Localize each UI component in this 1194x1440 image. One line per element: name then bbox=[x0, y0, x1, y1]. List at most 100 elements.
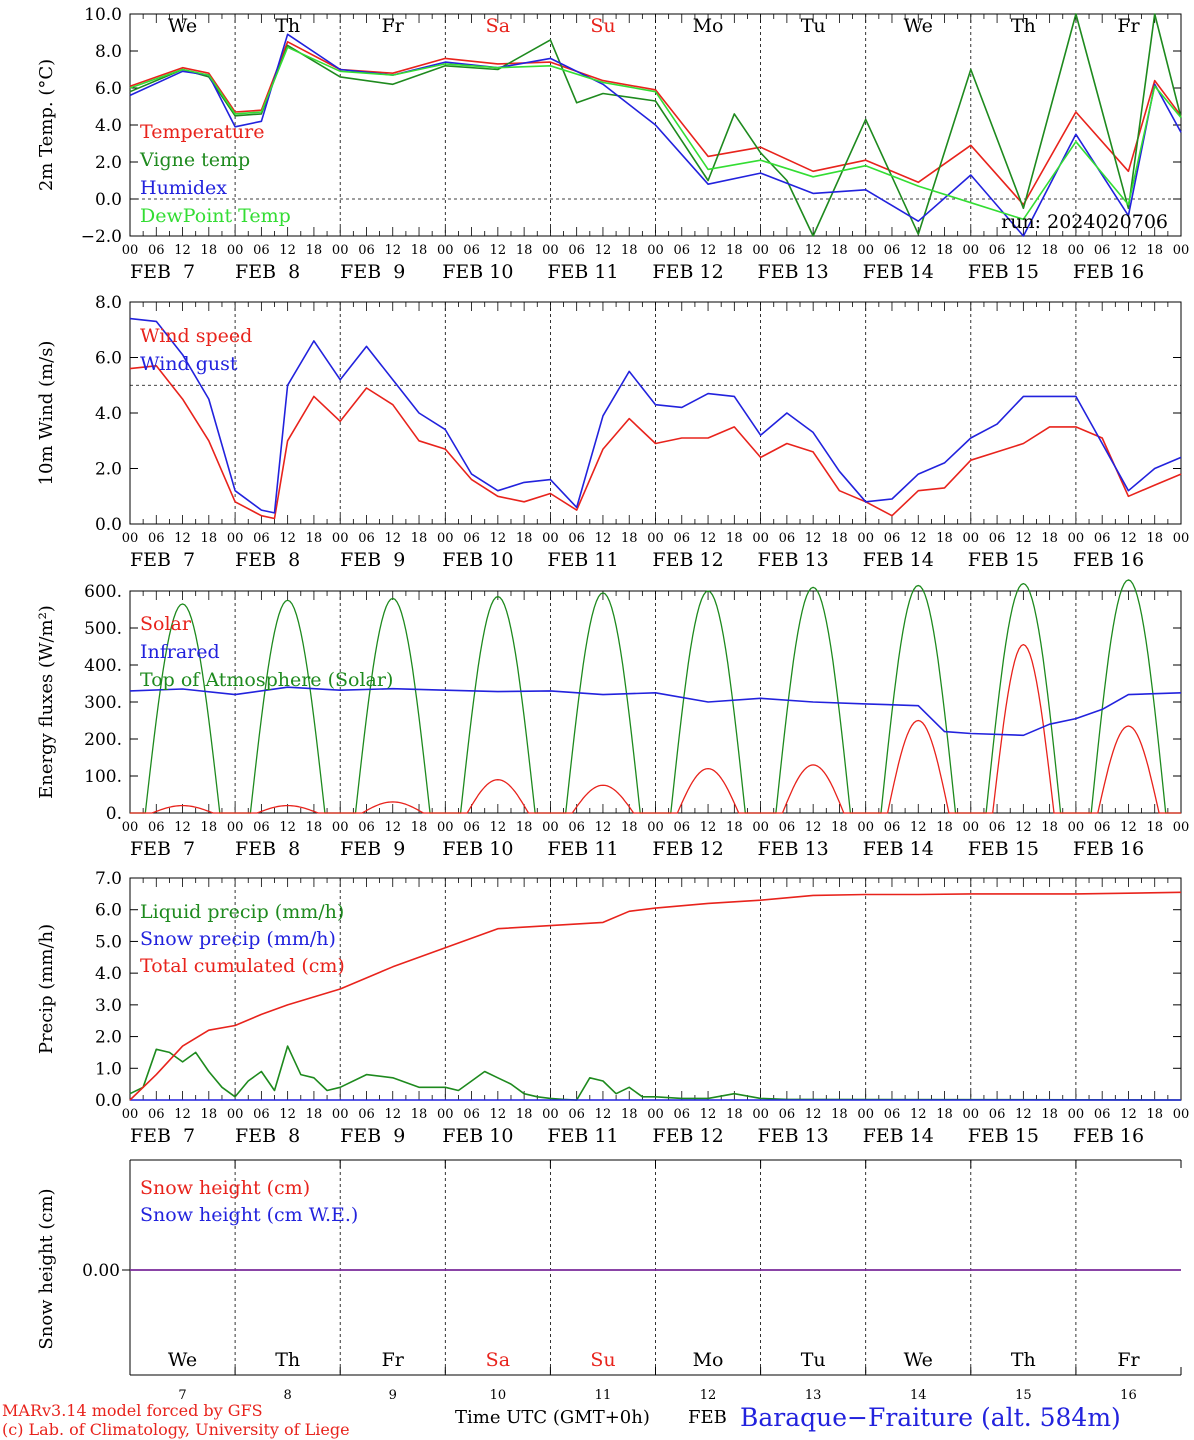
hour-tick-label: 06 bbox=[779, 1107, 796, 1122]
hour-tick-label: 06 bbox=[463, 531, 480, 546]
solar-line bbox=[130, 643, 1181, 814]
date-label: FEB 10 bbox=[442, 549, 513, 571]
y-tick-label: 8.0 bbox=[95, 293, 122, 313]
hour-tick-label: 06 bbox=[148, 820, 165, 835]
hour-tick-label: 00 bbox=[857, 243, 874, 258]
hour-tick-label: 00 bbox=[542, 243, 559, 258]
hour-tick-label: 18 bbox=[516, 531, 533, 546]
weekday-label: Fr bbox=[382, 15, 405, 37]
date-label: FEB 8 bbox=[235, 838, 300, 860]
date-label: FEB 12 bbox=[652, 261, 723, 283]
date-label: FEB 15 bbox=[968, 261, 1039, 283]
hour-tick-label: 18 bbox=[936, 243, 953, 258]
hour-tick-label: 18 bbox=[1146, 820, 1163, 835]
hour-tick-label: 12 bbox=[910, 1107, 927, 1122]
y-tick-label: 2.0 bbox=[95, 460, 122, 480]
y-tick-label: 2.0 bbox=[95, 153, 122, 173]
hour-tick-label: 06 bbox=[148, 1107, 165, 1122]
hour-tick-label: 00 bbox=[1068, 820, 1085, 835]
hour-tick-label: 06 bbox=[148, 243, 165, 258]
date-label: FEB 8 bbox=[235, 549, 300, 571]
y-axis-label: 10m Wind (m/s) bbox=[36, 341, 57, 486]
y-tick-label: 1.0 bbox=[95, 1059, 122, 1079]
date-label: FEB 13 bbox=[758, 838, 829, 860]
hour-tick-label: 00 bbox=[647, 820, 664, 835]
hour-tick-label: 06 bbox=[463, 243, 480, 258]
date-label: FEB 12 bbox=[652, 838, 723, 860]
hour-tick-label: 12 bbox=[910, 531, 927, 546]
date-label: FEB 14 bbox=[863, 261, 934, 283]
hour-tick-label: 06 bbox=[568, 243, 585, 258]
hour-tick-label: 06 bbox=[674, 531, 691, 546]
hour-tick-label: 18 bbox=[516, 243, 533, 258]
hour-tick-label: 06 bbox=[463, 1107, 480, 1122]
hour-tick-label: 00 bbox=[1173, 820, 1190, 835]
hour-tick-label: 06 bbox=[779, 531, 796, 546]
hour-tick-label: 06 bbox=[674, 820, 691, 835]
legend-entry: Humidex bbox=[140, 177, 227, 199]
wind-series-line bbox=[129, 365, 1182, 520]
temperature-series-line bbox=[129, 41, 1182, 206]
weekday-label: Sa bbox=[486, 15, 510, 37]
hour-tick-label: 18 bbox=[411, 1107, 428, 1122]
weekday-label: Fr bbox=[1117, 1349, 1140, 1371]
hour-tick-label: 18 bbox=[306, 1107, 323, 1122]
hour-tick-label: 06 bbox=[779, 243, 796, 258]
hour-tick-label: 18 bbox=[726, 243, 743, 258]
hour-tick-label: 12 bbox=[1015, 531, 1032, 546]
hour-tick-label: 18 bbox=[306, 531, 323, 546]
hour-tick-label: 00 bbox=[963, 820, 980, 835]
hour-tick-label: 06 bbox=[674, 243, 691, 258]
hour-tick-label: 18 bbox=[936, 531, 953, 546]
hour-tick-label: 12 bbox=[1015, 243, 1032, 258]
hour-tick-label: 18 bbox=[201, 243, 218, 258]
model-credit: MARv3.14 model forced by GFS bbox=[2, 1401, 263, 1420]
legend-entry: Liquid precip (mm/h) bbox=[140, 901, 344, 923]
y-tick-label: 400. bbox=[84, 656, 122, 676]
hour-tick-label: 06 bbox=[148, 531, 165, 546]
hour-tick-label: 00 bbox=[332, 531, 349, 546]
y-tick-label: 4.0 bbox=[95, 964, 122, 984]
hour-tick-label: 12 bbox=[279, 243, 296, 258]
hour-tick-label: 18 bbox=[726, 820, 743, 835]
hour-tick-label: 06 bbox=[884, 531, 901, 546]
y-tick-label: 2.0 bbox=[95, 1028, 122, 1048]
weekday-label: Mo bbox=[693, 1349, 724, 1371]
hour-tick-label: 12 bbox=[490, 820, 507, 835]
y-tick-label: 0.0 bbox=[95, 515, 122, 535]
hour-tick-label: 18 bbox=[516, 1107, 533, 1122]
hour-tick-label: 12 bbox=[805, 820, 822, 835]
day-number-label: 10 bbox=[490, 1388, 507, 1403]
hour-tick-label: 18 bbox=[411, 243, 428, 258]
date-label: FEB 7 bbox=[130, 549, 195, 571]
hour-tick-label: 06 bbox=[253, 820, 270, 835]
hour-tick-label: 00 bbox=[1173, 531, 1190, 546]
hour-tick-label: 00 bbox=[647, 243, 664, 258]
hour-tick-label: 00 bbox=[963, 1107, 980, 1122]
weekday-label: Su bbox=[590, 15, 615, 37]
hour-tick-label: 18 bbox=[621, 820, 638, 835]
y-tick-label: 10.0 bbox=[84, 5, 122, 25]
hour-tick-label: 06 bbox=[674, 1107, 691, 1122]
hour-tick-label: 12 bbox=[910, 243, 927, 258]
hour-tick-label: 00 bbox=[122, 1107, 139, 1122]
temperature-series-line bbox=[129, 46, 1182, 221]
hour-tick-label: 00 bbox=[542, 531, 559, 546]
hour-tick-label: 00 bbox=[752, 820, 769, 835]
day-number-label: 13 bbox=[805, 1388, 822, 1403]
hour-tick-label: 12 bbox=[805, 1107, 822, 1122]
hour-tick-label: 00 bbox=[227, 243, 244, 258]
date-label: FEB 16 bbox=[1073, 838, 1144, 860]
date-label: FEB 16 bbox=[1073, 261, 1144, 283]
hour-tick-label: 18 bbox=[831, 1107, 848, 1122]
y-tick-label: 6.0 bbox=[95, 901, 122, 921]
hour-tick-label: 18 bbox=[621, 1107, 638, 1122]
wind-series-line bbox=[129, 317, 1182, 514]
hour-tick-label: 18 bbox=[201, 531, 218, 546]
hour-tick-label: 12 bbox=[490, 1107, 507, 1122]
hour-tick-label: 00 bbox=[963, 243, 980, 258]
legend-entry: Vigne temp bbox=[139, 149, 250, 171]
legend-entry: Solar bbox=[140, 613, 192, 635]
y-tick-label: 600. bbox=[84, 582, 122, 602]
hour-tick-label: 06 bbox=[1094, 820, 1111, 835]
